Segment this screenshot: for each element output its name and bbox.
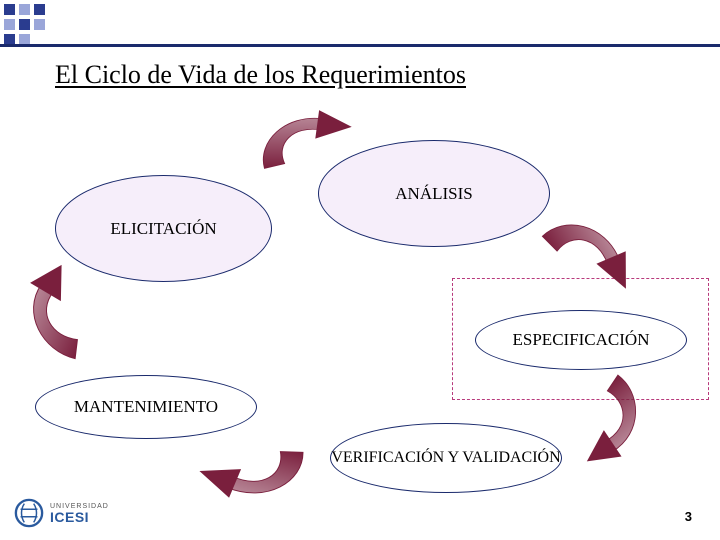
arrow-verif-to-mant [187, 416, 323, 522]
node-label: MANTENIMIENTO [74, 397, 218, 417]
corner-square [19, 19, 30, 30]
slide-stage: { "meta": { "width": 720, "height": 540 … [0, 0, 720, 540]
corner-square [34, 19, 45, 30]
logo-bottom-text: ICESI [50, 510, 109, 524]
node-label: VERIFICACIÓN Y VALIDACIÓN [331, 449, 560, 467]
node-label: ESPECIFICACIÓN [513, 330, 650, 350]
corner-square [34, 4, 45, 15]
node-label: ELICITACIÓN [110, 219, 216, 239]
arrow-elic-to-analisis [248, 106, 358, 178]
page-number: 3 [685, 509, 692, 524]
logo-text: UNIVERSIDAD ICESI [50, 503, 109, 524]
node-label: ANÁLISIS [395, 184, 472, 204]
node-elicitacion: ELICITACIÓN [55, 175, 272, 282]
icesi-logo-icon [14, 498, 44, 528]
corner-square [4, 4, 15, 15]
node-verificacion: VERIFICACIÓN Y VALIDACIÓN [330, 423, 562, 493]
footer-logo: UNIVERSIDAD ICESI [14, 498, 109, 528]
header-rule [0, 44, 720, 47]
corner-square [4, 19, 15, 30]
corner-square [19, 4, 30, 15]
slide-title: El Ciclo de Vida de los Requerimientos [55, 60, 466, 90]
